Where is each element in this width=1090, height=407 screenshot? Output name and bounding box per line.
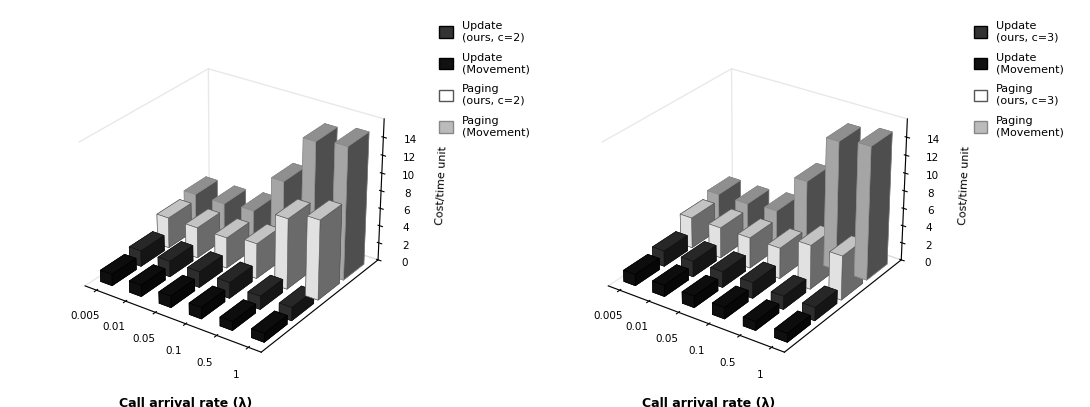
Legend: Update
(ours, c=2), Update
(Movement), Paging
(ours, c=2), Paging
(Movement): Update (ours, c=2), Update (Movement), P… [436, 18, 533, 141]
Text: Call arrival rate (λ): Call arrival rate (λ) [119, 397, 252, 407]
Text: Call arrival rate (λ): Call arrival rate (λ) [642, 397, 775, 407]
Legend: Update
(ours, c=3), Update
(Movement), Paging
(ours, c=3), Paging
(Movement): Update (ours, c=3), Update (Movement), P… [970, 18, 1067, 141]
